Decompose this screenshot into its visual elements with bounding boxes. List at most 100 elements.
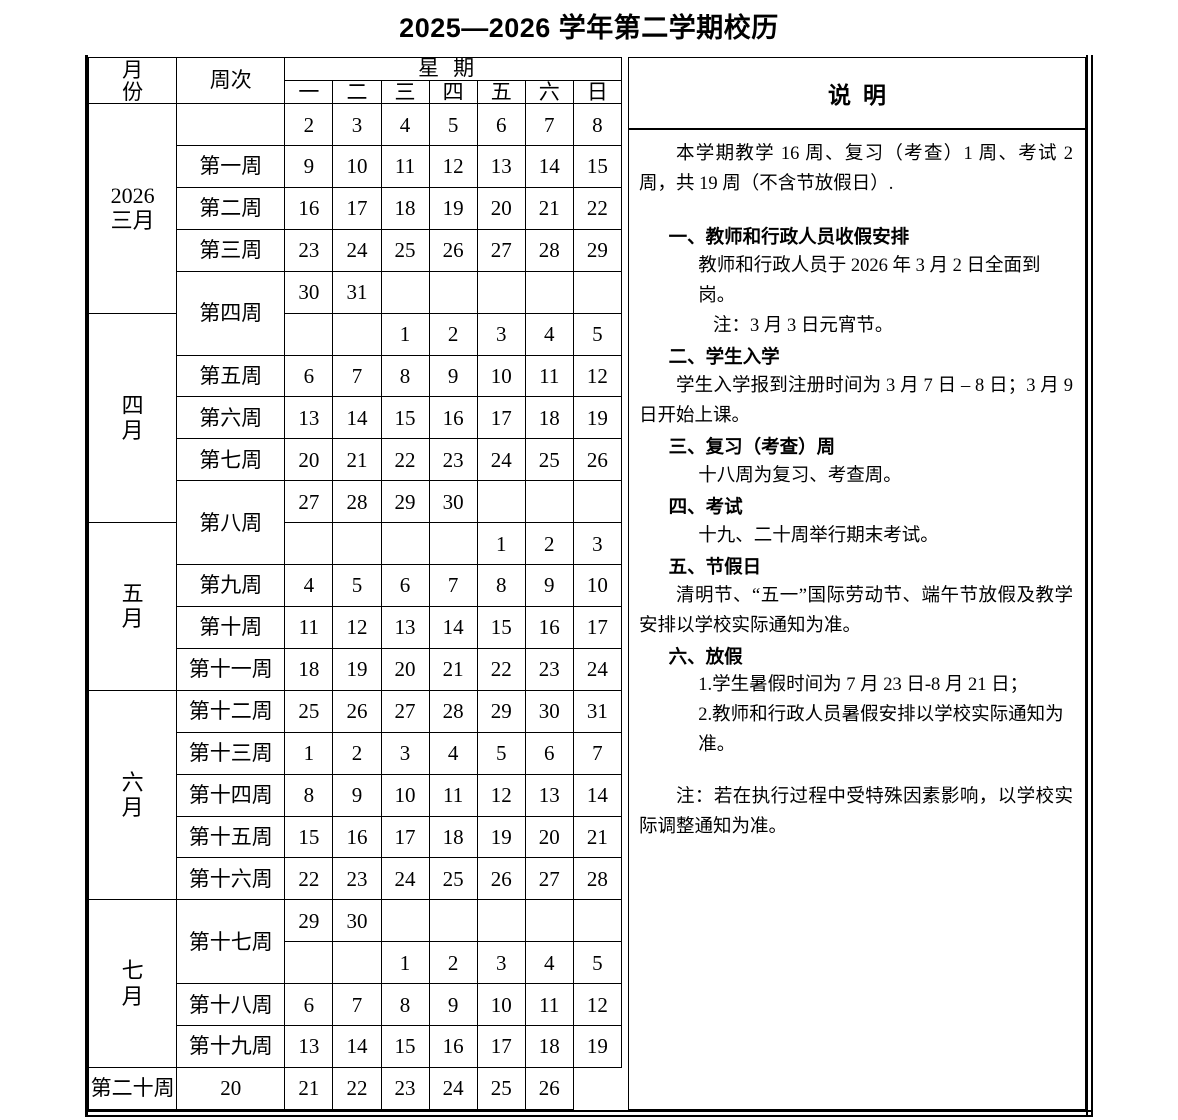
date-cell: 28 (332, 480, 382, 524)
notes-section-line: 注：3 月 3 日元宵节。 (713, 315, 894, 336)
date-cell: 20 (380, 647, 430, 691)
date-cell: 4 (524, 312, 574, 356)
week-number-cell: 第十三周 (176, 731, 286, 775)
date-cell: 6 (524, 731, 574, 775)
date-cell: 3 (380, 731, 430, 775)
week-number-cell (176, 103, 286, 146)
date-cell: 12 (428, 145, 478, 188)
table-row: 第二周 16 17 18 19 20 21 22 (89, 186, 623, 230)
date-cell: 8 (284, 773, 334, 817)
notes-section-heading: 六、放假 (668, 645, 743, 667)
week-number-cell: 第八周 (176, 480, 286, 566)
date-cell: 14 (332, 1025, 382, 1068)
date-cell: 25 (284, 689, 334, 733)
date-cell: 13 (380, 605, 430, 649)
date-cell: 21 (332, 438, 382, 482)
month-label-line: 月 (121, 795, 144, 821)
date-cell: 17 (332, 186, 382, 230)
date-cell: 30 (284, 270, 334, 314)
date-cell: 17 (476, 1025, 526, 1068)
week-number-cell: 第四周 (176, 270, 286, 356)
date-cell: 27 (476, 228, 526, 272)
date-cell-empty (380, 899, 430, 943)
date-cell: 10 (476, 354, 526, 398)
date-cell: 25 (380, 228, 430, 272)
date-cell: 8 (380, 983, 430, 1027)
week-number-cell: 第三周 (176, 228, 286, 272)
notes-section-heading: 三、复习（考查）周 (668, 435, 836, 457)
table-row: 六月第十二周 25 26 27 28 29 30 31 (87, 689, 623, 901)
header-weekday-sat: 六 (524, 80, 574, 105)
date-cell: 29 (572, 228, 623, 272)
date-cell: 15 (380, 396, 430, 440)
date-cell: 13 (284, 1025, 334, 1068)
week-number-cell: 第九周 (176, 564, 286, 607)
date-cell: 2 (428, 941, 478, 985)
date-cell: 27 (380, 689, 430, 733)
table-row: 第二十周 20 21 22 23 24 25 26 (87, 1066, 622, 1111)
header-week-number: 周次 (176, 56, 286, 105)
date-cell-empty (524, 270, 574, 314)
notes-section-line: 教师和行政人员于 2026 年 3 月 2 日全面到岗。 (698, 255, 1041, 306)
table-row: 第十四周 8 9 10 11 12 13 14 (89, 773, 623, 817)
date-cell: 3 (476, 941, 526, 985)
date-cell: 11 (428, 773, 478, 817)
table-row: 第五周 6 7 8 9 10 11 12 (89, 354, 623, 398)
table-row: 第十五周 15 16 17 18 19 20 21 (89, 815, 623, 859)
date-cell: 6 (476, 103, 526, 146)
date-cell: 3 (572, 522, 623, 566)
date-cell: 10 (332, 145, 382, 188)
date-cell: 19 (428, 186, 478, 230)
date-cell-empty (524, 480, 574, 524)
date-cell: 29 (476, 689, 526, 733)
date-cell: 7 (572, 731, 623, 775)
notes-section-heading: 一、教师和行政人员收假安排 (668, 225, 910, 247)
week-number-cell: 第十二周 (176, 689, 286, 733)
date-cell: 13 (524, 773, 574, 817)
date-cell: 25 (428, 857, 478, 901)
date-cell: 13 (476, 145, 526, 188)
date-cell: 9 (332, 773, 382, 817)
date-cell: 7 (428, 564, 478, 607)
table-row: 第四周 30 31 (89, 270, 623, 356)
date-cell: 6 (284, 354, 334, 398)
date-cell: 2 (332, 731, 382, 775)
date-cell: 14 (332, 396, 382, 440)
date-cell: 21 (524, 186, 574, 230)
date-cell: 19 (476, 815, 526, 859)
month-cell: 五月 (87, 522, 178, 691)
month-cell: 四月 (87, 312, 178, 524)
week-number-cell: 第二周 (176, 186, 286, 230)
month-label-line: 月 (121, 606, 144, 632)
academic-calendar-table: 月 份 周次 星期 一 二 三 四 五 六 日 2026 三月 2 3 4 5 6 7 8 第一周… (87, 56, 623, 1111)
date-cell: 6 (380, 564, 430, 607)
date-cell-empty (380, 270, 430, 314)
date-cell: 17 (572, 605, 623, 649)
date-cell-empty (284, 522, 334, 566)
header-weekday-fri: 五 (476, 80, 526, 105)
week-number-cell: 第十八周 (176, 983, 286, 1027)
date-cell: 3 (332, 103, 382, 146)
date-cell: 22 (572, 186, 623, 230)
date-cell: 5 (572, 941, 623, 985)
date-cell-empty (284, 941, 334, 985)
month-cell: 六月 (87, 689, 178, 901)
calendar-body: 2026 三月 2 3 4 5 6 7 8 第一周 9 10 11 12 13 14 15 第二周 16 17 18 19… (87, 103, 623, 1111)
date-cell: 25 (524, 438, 574, 482)
date-cell: 28 (524, 228, 574, 272)
date-cell: 6 (284, 983, 334, 1027)
date-cell: 14 (572, 773, 623, 817)
page-title: 2025—2026 学年第二学期校历 (399, 13, 779, 43)
notes-footnote: 注：若在执行过程中受特殊因素影响，以学校实际调整通知为准。 (639, 787, 1073, 838)
date-cell: 25 (476, 1066, 526, 1111)
date-cell: 29 (380, 480, 430, 524)
date-cell: 23 (524, 647, 574, 691)
date-cell-empty (428, 270, 478, 314)
notes-section-line: 1.学生暑假时间为 7 月 23 日-8 月 21 日； (698, 675, 1029, 696)
table-frame-bottom-rule (85, 1110, 1093, 1117)
date-cell-empty (476, 899, 526, 943)
date-cell: 16 (428, 396, 478, 440)
date-cell: 26 (476, 857, 526, 901)
date-cell: 16 (284, 186, 334, 230)
